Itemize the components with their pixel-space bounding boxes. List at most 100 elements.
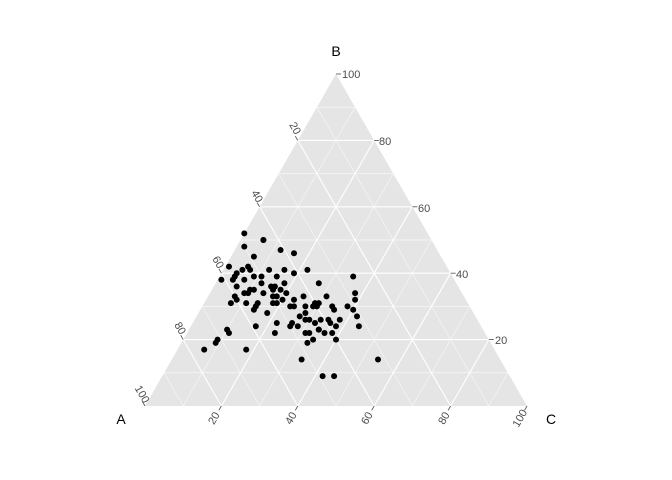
data-point-22 (270, 286, 276, 293)
data-point-44 (354, 313, 360, 320)
data-point-45 (350, 306, 357, 313)
grid-line-c-50 (335, 239, 432, 407)
axis-c-tick-labels: 20 40 60 80 100 (206, 408, 530, 430)
vertex-label-a: A (116, 411, 126, 427)
data-point-50 (300, 293, 307, 300)
tick-label-a-20: 20 (286, 120, 303, 137)
data-point-101 (319, 373, 326, 380)
grid-line-c-90 (488, 372, 509, 407)
data-points (201, 230, 381, 380)
tick-mark-a-60 (218, 268, 222, 274)
tick-label-a-60: 60 (209, 254, 226, 271)
data-point-26 (273, 293, 280, 300)
data-point-72 (304, 339, 311, 346)
grid-line-c-10 (182, 107, 356, 407)
data-point-103 (245, 263, 252, 270)
grid-line-a-80 (182, 339, 222, 407)
data-point-23 (277, 286, 284, 293)
data-point-1 (243, 300, 250, 307)
data-point-48 (352, 290, 359, 297)
data-point-99 (375, 356, 381, 363)
tick-label-c-100: 100 (511, 408, 531, 430)
data-point-37 (315, 300, 322, 307)
data-point-62 (281, 280, 288, 287)
data-point-63 (291, 296, 297, 303)
data-point-94 (273, 300, 280, 307)
data-point-46 (344, 303, 351, 310)
data-point-49 (350, 273, 357, 280)
tick-mark-c-20 (218, 405, 222, 411)
tick-mark-c-100 (524, 405, 528, 411)
axis-b-tick-labels: 20 40 60 80 100 (342, 69, 507, 347)
data-point-60 (273, 273, 280, 280)
tick-mark-c-60 (371, 405, 375, 411)
data-point-84 (306, 316, 313, 323)
tick-label-a-80: 80 (171, 320, 188, 337)
data-point-71 (271, 330, 278, 336)
data-point-12 (291, 250, 297, 257)
tick-mark-c-80 (447, 405, 451, 411)
data-point-4 (241, 243, 248, 250)
data-point-98 (355, 323, 362, 330)
data-point-6 (260, 237, 267, 243)
data-point-102 (331, 373, 338, 380)
data-point-0 (201, 346, 208, 353)
tick-mark-c-40 (294, 405, 299, 411)
data-point-61 (304, 266, 311, 273)
data-point-91 (224, 326, 231, 333)
tick-label-b-100: 100 (342, 69, 360, 81)
data-point-67 (294, 323, 301, 330)
data-point-52 (291, 270, 297, 277)
data-point-83 (302, 310, 309, 316)
data-point-92 (218, 276, 225, 283)
data-point-64 (252, 323, 259, 330)
data-point-81 (258, 280, 265, 287)
data-point-54 (266, 266, 273, 273)
data-point-8 (233, 270, 240, 277)
data-point-2 (227, 300, 234, 307)
data-point-14 (233, 296, 240, 303)
grid-line-a-90 (163, 372, 184, 407)
data-point-78 (331, 306, 338, 313)
data-point-59 (258, 273, 265, 280)
data-point-57 (233, 283, 240, 290)
data-point-100 (298, 356, 305, 363)
grid-line-a-70 (202, 306, 260, 407)
data-point-39 (296, 313, 303, 320)
data-point-89 (212, 339, 219, 346)
tick-label-b-80: 80 (379, 136, 391, 148)
data-point-53 (281, 266, 288, 273)
data-point-19 (260, 290, 267, 297)
data-point-97 (327, 320, 334, 326)
data-point-86 (315, 326, 322, 333)
grid-line-a-30 (278, 173, 413, 407)
tick-mark-a-80 (180, 335, 184, 340)
tick-label-c-60: 60 (359, 410, 376, 427)
data-point-47 (352, 296, 359, 303)
data-point-90 (243, 346, 250, 353)
data-point-3 (241, 230, 248, 237)
data-point-56 (229, 276, 236, 283)
data-point-70 (302, 330, 309, 336)
data-point-79 (323, 293, 330, 300)
data-point-76 (329, 330, 336, 336)
vertex-label-c: C (546, 411, 556, 427)
grid-line-a-10 (316, 107, 490, 407)
data-point-41 (317, 316, 324, 323)
tick-marks (142, 73, 528, 411)
data-point-73 (310, 336, 317, 343)
data-point-80 (241, 276, 248, 283)
tick-label-b-60: 60 (418, 203, 430, 215)
grid-lines (163, 106, 509, 407)
data-point-77 (333, 323, 339, 330)
tick-label-a-40: 40 (248, 188, 265, 205)
tick-mark-a-100 (142, 401, 146, 407)
data-point-85 (312, 320, 318, 326)
data-point-96 (289, 320, 296, 326)
data-point-51 (315, 280, 322, 287)
data-point-24 (283, 290, 290, 297)
grid-line-a-50 (240, 239, 337, 407)
data-point-58 (250, 273, 257, 280)
